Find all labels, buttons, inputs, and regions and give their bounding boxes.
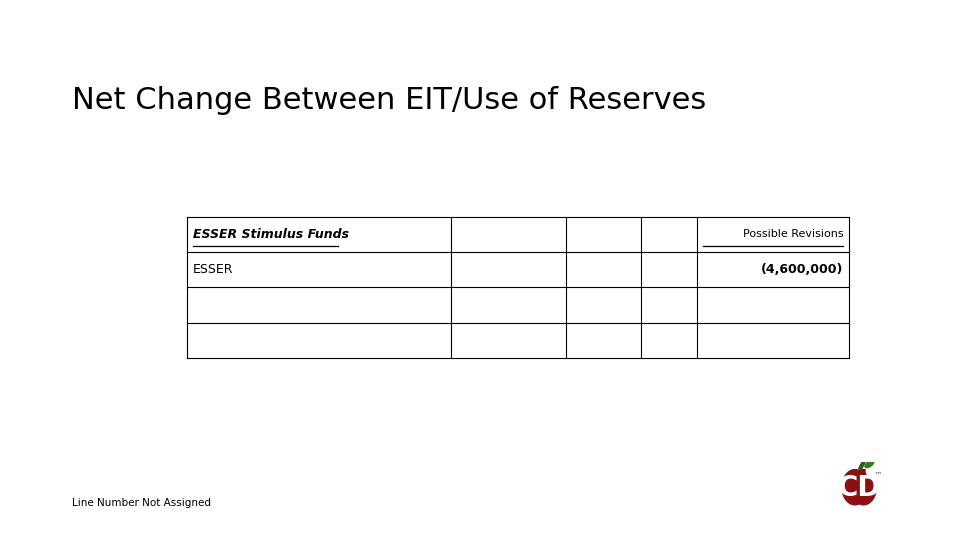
Text: ESSER: ESSER (193, 263, 233, 276)
Text: Possible Revisions: Possible Revisions (742, 230, 843, 239)
Text: Line Number Not Assigned: Line Number Not Assigned (72, 497, 211, 508)
Text: ESSER Stimulus Funds: ESSER Stimulus Funds (193, 228, 349, 241)
Text: (4,600,000): (4,600,000) (760, 263, 843, 276)
Ellipse shape (865, 461, 874, 468)
Text: Net Change Between EIT/Use of Reserves: Net Change Between EIT/Use of Reserves (72, 86, 707, 116)
Ellipse shape (842, 470, 868, 505)
Text: CD: CD (837, 475, 881, 502)
Ellipse shape (851, 470, 876, 505)
Ellipse shape (866, 463, 882, 479)
Text: ™: ™ (874, 471, 882, 480)
